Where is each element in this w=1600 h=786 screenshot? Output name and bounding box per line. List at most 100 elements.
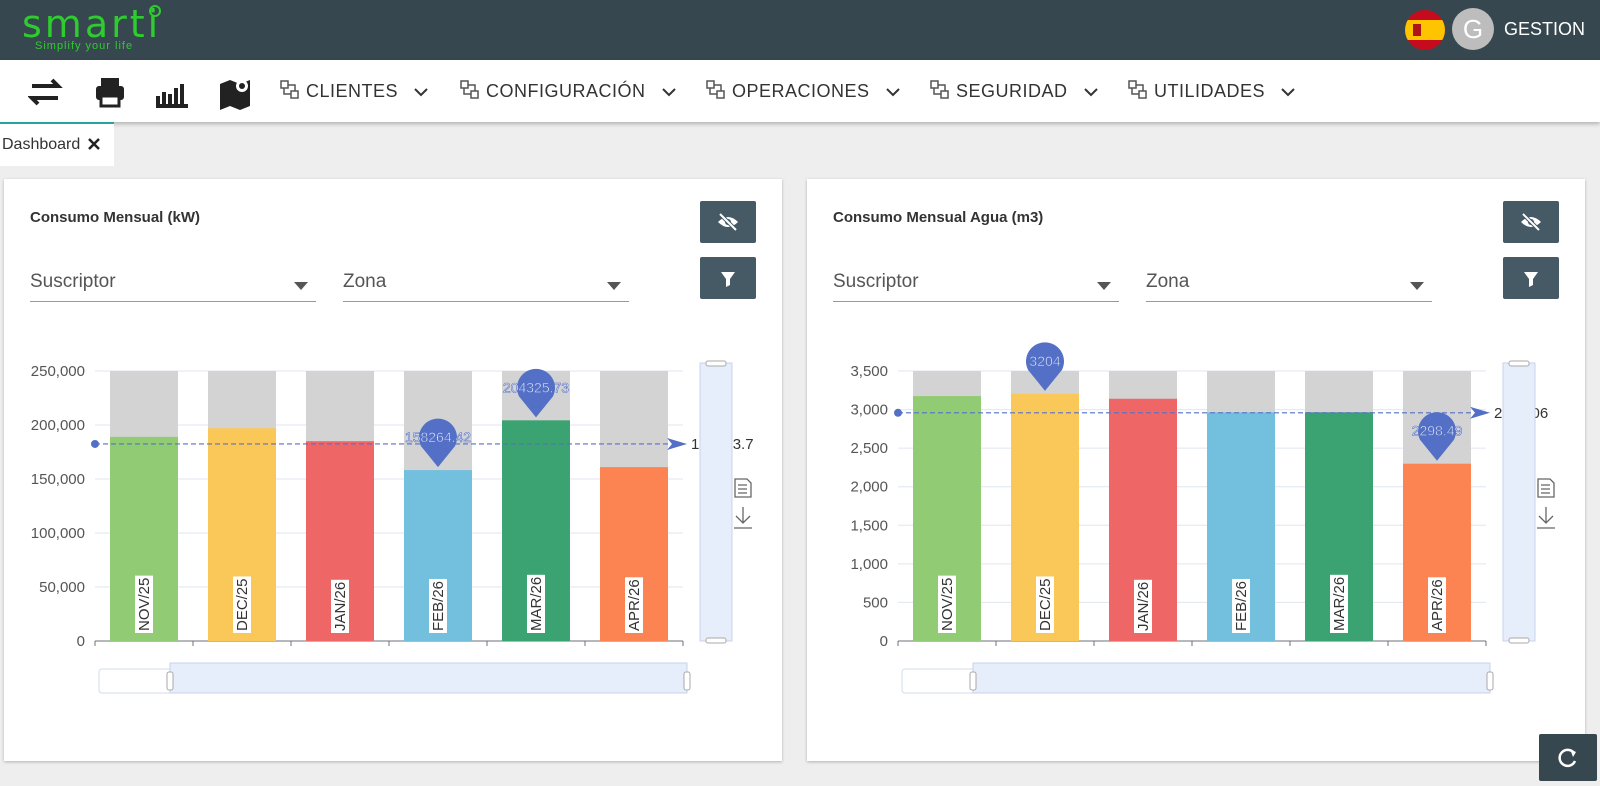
y-zoom-slider[interactable] <box>699 362 733 642</box>
y-tick-label: 0 <box>880 633 888 650</box>
category-label-bg <box>625 577 643 633</box>
chevron <box>885 88 900 97</box>
chart: 0 50,000 100,000 150,000 200,000 250,000 NOV/2… <box>31 360 754 694</box>
average-arrow <box>1470 406 1490 419</box>
y-zoom-handle[interactable] <box>1508 637 1530 644</box>
logo[interactable]: smarti <box>22 2 162 46</box>
x-zoom-handle[interactable] <box>683 671 691 691</box>
menu-label: SEGURIDAD <box>956 81 1068 101</box>
y-zoom-handle[interactable] <box>1508 360 1530 367</box>
data-view-icon[interactable] <box>734 478 752 498</box>
chevron <box>414 88 428 97</box>
logo-ring <box>149 5 161 17</box>
category-label-bg <box>1330 574 1348 633</box>
chart: 0 500 1,000 1,500 2,000 2,500 3,000 3,500 NOV/25… <box>850 342 1555 694</box>
category-label-bg <box>429 578 447 633</box>
menu-label: OPERACIONES <box>732 81 870 101</box>
menu-icon <box>280 80 299 99</box>
chevron <box>1083 88 1098 97</box>
panel-title: Consumo Mensual Agua (m3) <box>833 209 1044 226</box>
tab-close[interactable] <box>88 138 100 150</box>
x-zoom-handle[interactable] <box>1486 671 1494 691</box>
menu-icon <box>1128 80 1147 99</box>
x-zoom-handle[interactable] <box>166 671 174 691</box>
category-label-bg <box>1134 579 1152 633</box>
filter-label: Suscriptor <box>30 271 116 292</box>
hide-button[interactable] <box>1503 201 1559 243</box>
hide-button[interactable] <box>700 201 756 243</box>
x-category-label: NOV/25 <box>939 578 956 631</box>
x-category-label: DEC/25 <box>1037 578 1054 631</box>
mark-point-label: 3204 <box>1029 353 1060 369</box>
menu-item[interactable]: OPERACIONES <box>706 80 900 102</box>
menu-icon <box>460 80 479 99</box>
download-icon[interactable] <box>734 507 752 529</box>
category-label-bg <box>233 576 251 633</box>
x-zoom-window[interactable] <box>972 662 1491 694</box>
x-category-label: MAR/26 <box>1331 577 1348 631</box>
category-label-bg <box>1428 577 1446 633</box>
avatar[interactable]: G <box>1452 8 1494 50</box>
y-zoom-slider[interactable] <box>1502 362 1536 642</box>
flag[interactable] <box>1404 9 1446 51</box>
chevron <box>1281 88 1295 97</box>
menu-item[interactable]: CONFIGURACIÓN <box>460 80 676 102</box>
menu-icon <box>930 80 949 99</box>
user-name[interactable]: GESTION <box>1504 19 1586 39</box>
y-tick-label: 150,000 <box>31 471 85 488</box>
filter-select[interactable]: Zona <box>1146 271 1432 302</box>
mark-point <box>1418 412 1456 461</box>
tab-label: Dashboard <box>2 136 81 153</box>
y-zoom-handle[interactable] <box>705 637 727 644</box>
menu-item[interactable]: CLIENTES <box>280 80 428 102</box>
y-tick-label: 50,000 <box>39 579 85 596</box>
top-bar: smarti Simplify your life G GESTION <box>0 0 1600 60</box>
y-tick-label: 100,000 <box>31 525 85 542</box>
menu-label: UTILIDADES <box>1154 81 1266 101</box>
y-tick-label: 2,500 <box>850 440 888 457</box>
refresh-button[interactable] <box>1539 734 1597 781</box>
menu-item[interactable]: SEGURIDAD <box>930 80 1098 102</box>
y-zoom-handle[interactable] <box>705 360 727 367</box>
filter-select[interactable]: Zona <box>343 271 629 302</box>
tagline: Simplify your life <box>35 40 134 52</box>
mark-point-label: 2298.49 <box>1412 423 1463 439</box>
average-start <box>894 408 902 417</box>
mark-point-label: 158264.42 <box>405 429 471 445</box>
category-label-bg <box>331 579 349 633</box>
download-icon[interactable] <box>1537 507 1555 529</box>
x-category-label: NOV/25 <box>136 578 153 631</box>
category-label-bg <box>938 575 956 633</box>
x-zoom-window[interactable] <box>169 662 688 694</box>
filter-button[interactable] <box>700 257 756 299</box>
category-label-bg <box>1036 576 1054 633</box>
y-tick-label: 250,000 <box>31 363 85 380</box>
menu-label: CLIENTES <box>306 81 399 101</box>
tab[interactable]: Dashboard <box>0 122 114 166</box>
mark-point <box>517 368 555 418</box>
filter-label: Suscriptor <box>833 271 919 292</box>
mark-point <box>419 418 457 468</box>
menu-bar: CLIENTES CONFIGURACIÓN OPERACIONES SEGURIDA… <box>0 60 1600 122</box>
y-tick-label: 200,000 <box>31 417 85 434</box>
filter-select[interactable]: Suscriptor <box>30 271 316 302</box>
x-category-label: JAN/26 <box>1135 582 1152 631</box>
panel-title: Consumo Mensual (kW) <box>30 209 201 226</box>
chevron <box>661 88 676 97</box>
filter-select[interactable]: Suscriptor <box>833 271 1119 302</box>
toolbar-icons[interactable] <box>28 74 258 110</box>
y-tick-label: 3,000 <box>850 402 888 419</box>
y-tick-label: 1,000 <box>850 556 888 573</box>
y-tick-label: 500 <box>863 594 888 611</box>
data-view-icon[interactable] <box>1537 478 1555 498</box>
mark-point <box>1026 342 1064 391</box>
panel: Consumo Mensual Agua (m3) Suscriptor Zona 0… <box>807 179 1585 761</box>
x-zoom-handle[interactable] <box>969 671 977 691</box>
dropdown-arrow <box>294 282 308 290</box>
menu-label: CONFIGURACIÓN <box>486 81 646 101</box>
category-label-bg <box>527 574 545 633</box>
menu-item[interactable]: UTILIDADES <box>1128 80 1295 102</box>
filter-button[interactable] <box>1503 257 1559 299</box>
average-start <box>91 439 99 448</box>
